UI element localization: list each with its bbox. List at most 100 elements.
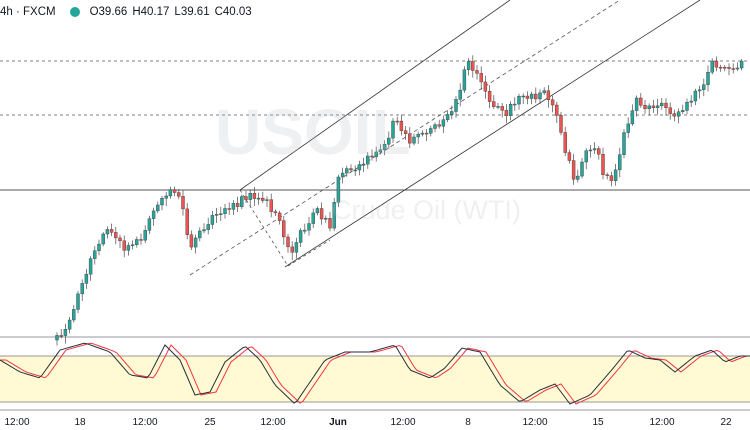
candle-body: [513, 103, 517, 106]
candle-body: [332, 202, 336, 229]
candle-body: [500, 106, 504, 111]
candle-body: [88, 258, 93, 275]
candle-body: [231, 203, 236, 210]
trend-channel-drawings: [189, 0, 701, 276]
candle-body: [739, 60, 744, 69]
candle-body: [193, 237, 198, 248]
time-axis-label: 12:00: [522, 417, 548, 428]
candle-body: [613, 169, 618, 181]
candle-body: [101, 233, 105, 245]
candle-body: [588, 149, 593, 152]
candle-body: [618, 154, 622, 171]
candle-body: [63, 329, 68, 336]
candle-body: [475, 70, 479, 74]
candle-body: [168, 189, 173, 197]
candle-body: [605, 174, 609, 176]
candle-body: [244, 196, 248, 200]
candle-body: [601, 154, 605, 175]
candle-body: [370, 155, 374, 158]
candle-body: [114, 232, 118, 239]
candle-body: [542, 90, 546, 94]
candle-body: [735, 67, 740, 70]
candle-body: [471, 61, 475, 71]
candle-body: [147, 218, 152, 231]
candle-body: [214, 214, 219, 216]
candle-body: [177, 192, 181, 197]
candle-body: [105, 229, 110, 235]
candle-body: [567, 152, 572, 161]
time-axis-label: 12:00: [132, 417, 158, 428]
candle-body: [219, 213, 223, 215]
candle-body: [273, 211, 278, 214]
candle-body: [366, 155, 370, 165]
channel-median-line: [189, 0, 621, 276]
candle-body: [622, 132, 626, 155]
candle-body: [487, 91, 492, 102]
low-value: L39.61: [174, 6, 210, 18]
time-axis-label: 25: [204, 417, 216, 428]
candle-body: [80, 283, 84, 295]
candle-body: [286, 236, 290, 248]
candle-body: [647, 105, 651, 110]
candle-body: [151, 210, 156, 219]
candle-body: [210, 215, 215, 225]
candle-body: [361, 163, 366, 166]
candle-body: [685, 102, 689, 111]
candle-body: [55, 335, 59, 341]
candle-body: [303, 229, 307, 232]
candle-body: [130, 244, 135, 246]
candle-body: [328, 218, 332, 229]
candle-body: [349, 168, 353, 171]
candle-body: [290, 246, 294, 253]
candle-body: [563, 132, 567, 153]
candlestick-series: [55, 55, 744, 346]
candle-body: [181, 196, 185, 210]
candle-body: [706, 72, 710, 85]
candle-body: [466, 61, 471, 70]
candle-body: [374, 151, 378, 158]
time-axis-label: 12:00: [649, 417, 675, 428]
candle-body: [630, 110, 635, 125]
candle-body: [714, 60, 719, 68]
candle-body: [256, 197, 261, 200]
candle-body: [412, 136, 416, 144]
candle-body: [198, 230, 202, 239]
time-axis-label: 15: [592, 417, 604, 428]
candle-body: [160, 198, 164, 206]
candle-body: [676, 111, 681, 117]
candle-body: [84, 273, 89, 284]
symbol-interval-label[interactable]: 4h · FXCM: [0, 6, 56, 18]
candle-body: [345, 168, 349, 174]
candle-body: [382, 143, 387, 151]
candle-body: [240, 196, 244, 207]
candle-body: [445, 114, 450, 120]
market-status-icon: [69, 7, 80, 17]
candle-body: [651, 105, 656, 109]
candle-body: [693, 90, 698, 102]
candle-body: [408, 133, 412, 144]
candle-body: [731, 68, 735, 70]
candle-body: [387, 137, 391, 145]
candle-body: [429, 128, 433, 134]
stochastic-oscillator-pane: [0, 342, 750, 405]
overbought-oversold-band: [0, 356, 750, 402]
candle-body: [576, 175, 580, 180]
candle-body: [424, 132, 429, 135]
candle-body: [496, 106, 500, 108]
time-axis-label: 8: [465, 417, 471, 428]
candle-body: [710, 60, 714, 73]
candle-body: [336, 176, 341, 203]
candle-body: [252, 193, 257, 199]
candle-body: [681, 110, 685, 112]
candle-body: [399, 120, 404, 131]
candle-body: [72, 309, 76, 321]
candle-body: [298, 230, 303, 243]
candle-body: [378, 149, 383, 153]
candle-body: [592, 148, 597, 151]
candle-body: [307, 223, 311, 231]
candle-body: [597, 148, 601, 155]
stoch-k-line: [0, 342, 750, 405]
candle-body: [534, 93, 538, 100]
candle-body: [59, 335, 63, 337]
